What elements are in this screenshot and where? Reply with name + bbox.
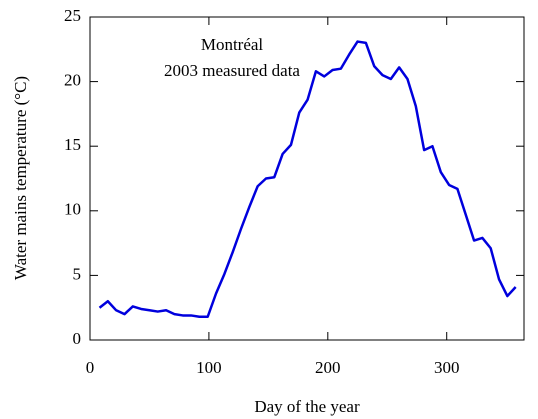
data-line [98, 40, 517, 318]
y-tick-label: 20 [64, 71, 81, 90]
y-tick-label: 5 [73, 264, 82, 283]
plot-frame [89, 16, 525, 341]
annotation: Montréal [201, 35, 264, 54]
y-tick-label: 25 [64, 6, 81, 25]
annotation: 2003 measured data [164, 61, 300, 80]
y-axis-label: Water mains temperature (°C) [11, 76, 30, 280]
y-tick-label: 0 [73, 329, 82, 348]
y-tick-label: 10 [64, 200, 81, 219]
x-axis-label: Day of the year [254, 397, 360, 416]
x-tick-label: 0 [86, 358, 95, 377]
x-tick-label: 100 [196, 358, 222, 377]
x-tick-label: 200 [315, 358, 341, 377]
y-tick-label: 15 [64, 135, 81, 154]
x-tick-label: 300 [434, 358, 460, 377]
